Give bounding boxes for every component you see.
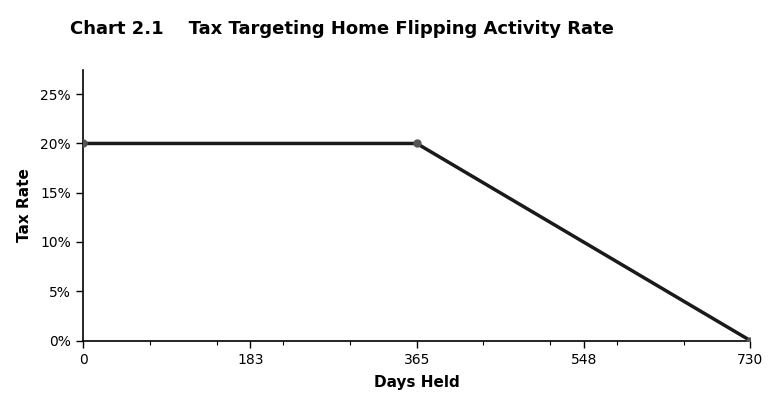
Y-axis label: Tax Rate: Tax Rate	[16, 168, 32, 242]
Text: Chart 2.1    Tax Targeting Home Flipping Activity Rate: Chart 2.1 Tax Targeting Home Flipping Ac…	[70, 20, 614, 38]
X-axis label: Days Held: Days Held	[374, 375, 459, 390]
